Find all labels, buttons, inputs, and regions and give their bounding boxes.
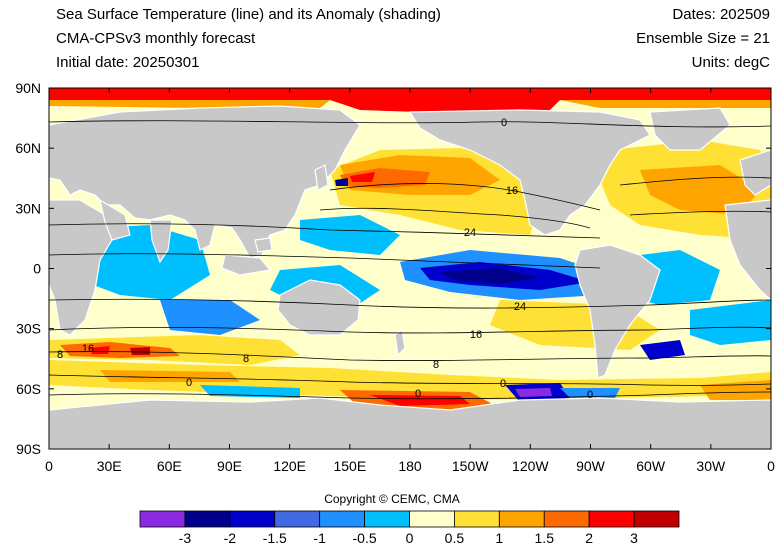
colorbar-swatch bbox=[274, 510, 321, 528]
lon-label: 60W bbox=[636, 458, 666, 474]
australia bbox=[277, 279, 361, 336]
contour-label: 0 bbox=[186, 377, 192, 389]
contour-label: 8 bbox=[243, 353, 249, 365]
colorbar-tick-label: -1 bbox=[313, 530, 326, 546]
arabia bbox=[99, 198, 131, 241]
europe-west bbox=[739, 149, 771, 196]
colorbar-swatch bbox=[184, 510, 231, 528]
borneo bbox=[254, 237, 273, 253]
sst-contours bbox=[49, 120, 771, 400]
lat-label: 0 bbox=[33, 261, 41, 277]
colorbar-swatch bbox=[543, 510, 590, 528]
lon-label: 120E bbox=[273, 458, 306, 474]
lon-label: 0 bbox=[767, 458, 775, 474]
ensemble-size: Ensemble Size = 21 bbox=[636, 30, 770, 47]
contour-label: 8 bbox=[433, 359, 439, 371]
colorbar-tick-label: 0.5 bbox=[444, 530, 465, 546]
colorbar-swatch bbox=[409, 510, 455, 528]
colorbar-swatch bbox=[364, 510, 410, 528]
lon-label: 180 bbox=[398, 458, 422, 474]
latitude-axis: 90N 60N 30N 0 30S 60S 90S bbox=[15, 80, 771, 457]
lon-label: 90W bbox=[576, 458, 606, 474]
lon-label: 120W bbox=[512, 458, 549, 474]
initial-date: Initial date: 20250301 bbox=[56, 54, 200, 71]
lat-label: 60S bbox=[16, 381, 41, 397]
contour-label: 16 bbox=[470, 329, 482, 341]
lon-label: 0 bbox=[45, 458, 53, 474]
colorbar-swatch bbox=[454, 510, 500, 528]
africa-west bbox=[724, 199, 771, 301]
contour-label: 0 bbox=[415, 388, 421, 400]
africa-east bbox=[49, 199, 116, 336]
lat-label: 30N bbox=[15, 200, 41, 216]
colorbar-swatch bbox=[319, 510, 365, 528]
contour-label: 24 bbox=[514, 301, 526, 313]
model-subtitle: CMA-CPSv3 monthly forecast bbox=[56, 30, 256, 47]
contour-label: 0 bbox=[587, 389, 593, 401]
contour-label: 0 bbox=[501, 117, 507, 129]
greenland bbox=[649, 107, 731, 151]
colorbar-tick-label: -0.5 bbox=[352, 530, 377, 546]
lat-label: 90S bbox=[16, 441, 41, 457]
contour-label: 0 bbox=[500, 378, 506, 390]
south-america bbox=[574, 244, 661, 379]
colorbar-swatch bbox=[633, 510, 680, 528]
map-area bbox=[49, 88, 771, 449]
lon-label: 30E bbox=[97, 458, 122, 474]
contour-label: 16 bbox=[506, 185, 518, 197]
contour-label: 16 bbox=[82, 343, 94, 355]
units-label: Units: degC bbox=[691, 54, 770, 71]
copyright-text: Copyright © CEMC, CMA bbox=[324, 492, 460, 506]
colorbar-swatch bbox=[229, 510, 276, 528]
antarctica bbox=[49, 397, 771, 449]
colorbar-swatch bbox=[588, 510, 635, 528]
colorbar-swatch bbox=[498, 510, 545, 528]
longitude-axis: 0 30E 60E 90E 120E 150E 180 150W 120W 90W 60W 30W 0 bbox=[45, 88, 775, 474]
colorbar-tick-label: 1.5 bbox=[534, 530, 554, 546]
contour-label: 8 bbox=[57, 349, 63, 361]
indonesia bbox=[221, 254, 272, 276]
japan bbox=[314, 164, 329, 191]
contour-label-group: 0 16 24 24 16 8 16 8 0 0 0 0 8 bbox=[57, 117, 593, 401]
lon-label: 90E bbox=[217, 458, 242, 474]
lon-label: 60E bbox=[157, 458, 182, 474]
colorbar-tick-label: 1 bbox=[495, 530, 504, 546]
new-zealand bbox=[394, 328, 406, 357]
lat-label: 90N bbox=[15, 80, 41, 96]
lon-label: 150W bbox=[452, 458, 489, 474]
lon-label: 30W bbox=[696, 458, 726, 474]
india bbox=[149, 219, 173, 264]
colorbar-swatch bbox=[139, 510, 186, 528]
colorbar-tick-label: 0 bbox=[405, 530, 414, 546]
colorbar-tick-label: -1.5 bbox=[262, 530, 287, 546]
forecast-dates: Dates: 202509 bbox=[672, 6, 770, 23]
contour-label: 24 bbox=[464, 227, 476, 239]
colorbar-tick-label: 2 bbox=[585, 530, 594, 546]
lat-label: 60N bbox=[15, 140, 41, 156]
colorbar bbox=[139, 510, 680, 528]
colorbar-tick-label: -3 bbox=[178, 530, 192, 546]
land-masses bbox=[49, 105, 771, 449]
colorbar-tick-label: 3 bbox=[630, 530, 638, 546]
lon-label: 150E bbox=[333, 458, 366, 474]
colorbar-tick-label: -2 bbox=[223, 530, 237, 546]
map-title: Sea Surface Temperature (line) and its A… bbox=[56, 6, 441, 23]
lat-label: 30S bbox=[16, 321, 41, 337]
